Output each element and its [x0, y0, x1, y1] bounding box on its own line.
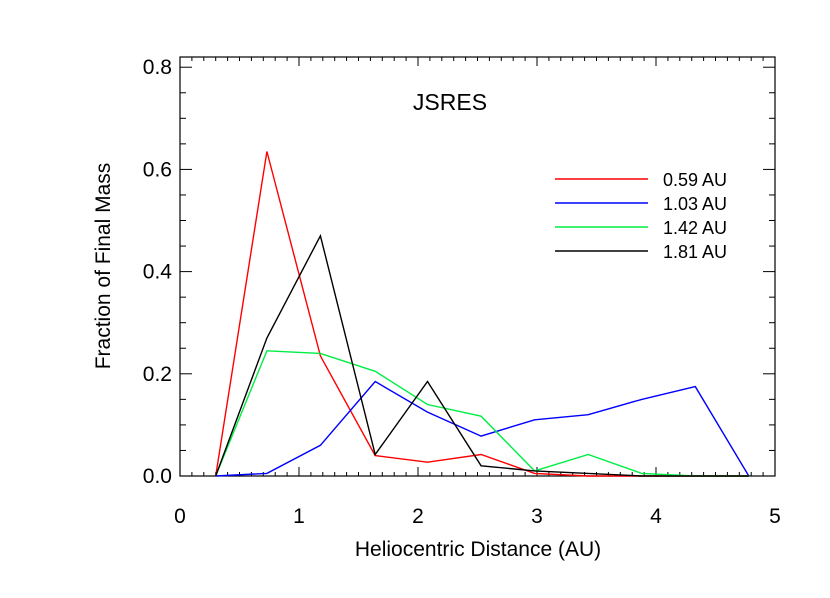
x-tick-label: 1 — [293, 505, 305, 528]
legend-label: 0.59 AU — [663, 170, 727, 190]
legend: 0.59 AU 1.03 AU 1.42 AU 1.81 AU — [555, 170, 727, 262]
legend-label: 1.42 AU — [663, 218, 727, 238]
chart-title: JSRES — [413, 89, 487, 115]
plot-frame — [179, 56, 776, 477]
x-tick-label: 3 — [531, 505, 543, 528]
y-tick-label: 0.6 — [143, 158, 172, 181]
y-tick-label: 0.4 — [143, 261, 173, 284]
x-tick-label: 2 — [412, 505, 424, 528]
x-axis-label: Heliocentric Distance (AU) — [355, 538, 601, 561]
x-tick-label: 0 — [174, 505, 186, 528]
legend-label: 1.03 AU — [663, 194, 727, 214]
legend-label: 1.81 AU — [663, 242, 727, 262]
ticks-layer: 0 1 2 3 4 5 0.0 0.2 0.4 0.6 0.8 — [143, 56, 781, 528]
series-line — [215, 380, 750, 477]
y-axis-label: Fraction of Final Mass — [92, 163, 115, 370]
x-tick-label: 4 — [650, 505, 662, 528]
series-line — [215, 233, 749, 477]
y-tick-label: 0.2 — [143, 363, 172, 386]
x-tick-label: 5 — [769, 505, 781, 528]
series-layer — [215, 151, 750, 477]
y-tick-label: 0.8 — [143, 56, 172, 79]
y-tick-label: 0.0 — [143, 465, 172, 488]
series-line — [215, 350, 749, 477]
